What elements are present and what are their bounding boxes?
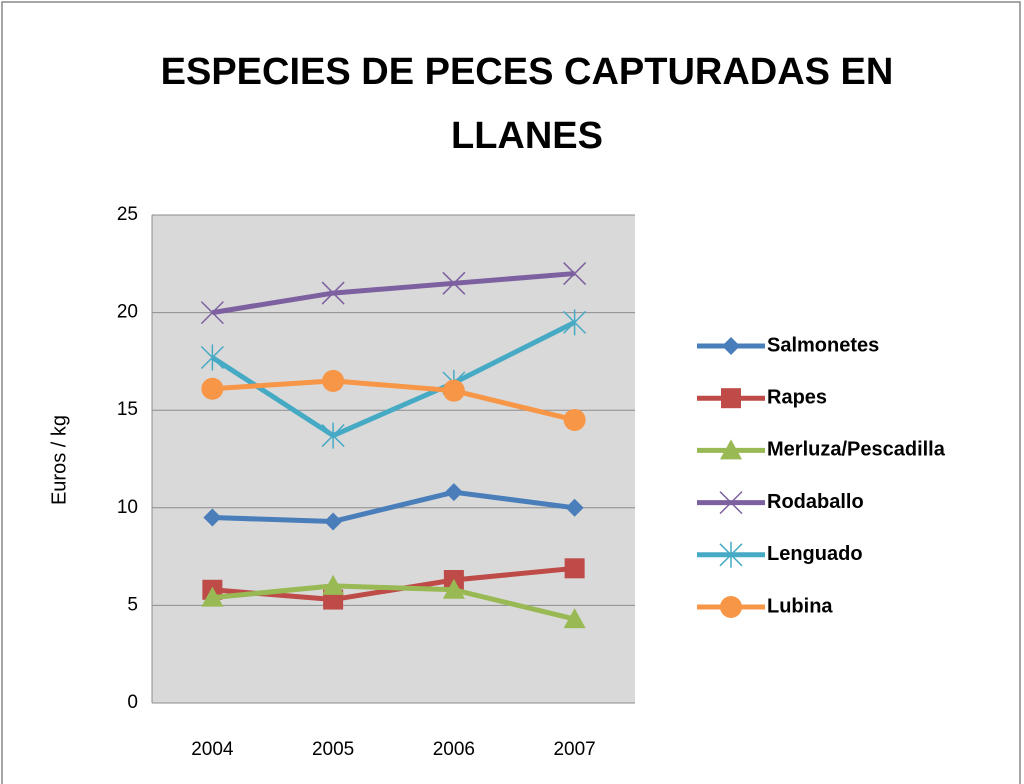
series-line [212,489,575,524]
marker [200,344,224,371]
legend-label: Rodaballo [767,491,864,513]
marker [564,558,585,579]
y-tick-label: 25 [117,204,138,225]
marker [322,574,345,595]
chart-title: ESPECIES DE PECES CAPTURADAS EN LLANES [160,51,894,157]
marker [442,379,465,402]
y-tick-label: 0 [127,692,138,713]
marker [201,586,224,607]
marker [565,498,584,517]
marker [720,596,742,618]
marker [321,422,345,449]
y-tick-label: 10 [117,497,138,518]
series-line [211,320,576,439]
y-tick-label: 15 [117,399,138,420]
marker [722,337,740,355]
marker [563,262,587,286]
marker [201,377,224,400]
x-tick-label: 2004 [191,739,234,760]
marker [719,491,743,515]
marker [203,508,222,527]
marker [321,281,345,305]
marker [563,408,586,431]
series-line [211,271,575,316]
marker [322,369,345,392]
marker [200,301,224,325]
legend-label: Salmonetes [767,334,879,356]
y-axis-label: Euros / kg [48,415,70,505]
y-tick-label: 20 [117,302,138,323]
marker [442,271,466,295]
legend-label: Merluza/Pescadilla [767,439,946,461]
series-line [212,378,576,423]
marker [721,388,741,409]
marker [324,512,343,531]
x-tick-label: 2005 [312,739,354,760]
series-line [212,583,576,622]
marker [442,578,465,599]
plot-area [152,215,635,703]
legend-label: Rapes [767,386,827,408]
legend-label: Lenguado [767,543,863,565]
marker [719,541,743,568]
marker [444,483,463,502]
marker [563,608,586,629]
legend-label: Lubina [767,595,833,617]
y-tick-label: 5 [127,594,138,615]
x-tick-label: 2007 [553,739,595,760]
marker [563,309,587,336]
marker [720,439,742,460]
x-tick-label: 2006 [433,739,475,760]
